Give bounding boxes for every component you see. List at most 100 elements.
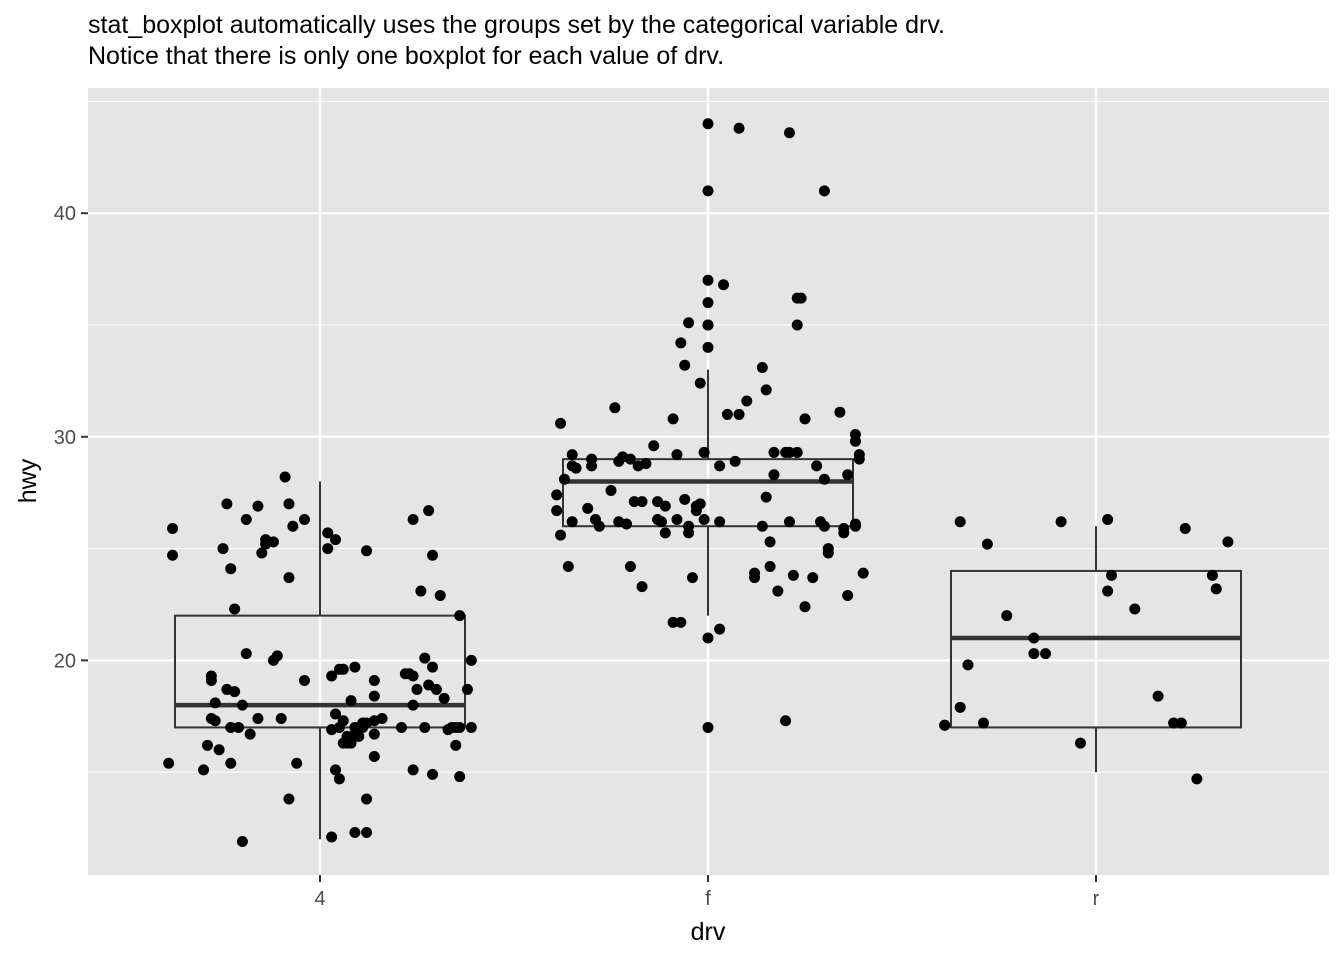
data-point <box>981 538 993 550</box>
y-tick-label: 30 <box>54 427 76 449</box>
data-point <box>566 516 578 528</box>
data-point <box>768 469 780 481</box>
data-point <box>811 460 823 472</box>
data-point <box>659 500 671 512</box>
data-point <box>756 361 768 373</box>
data-point <box>407 514 419 526</box>
data-point <box>337 663 349 675</box>
data-point <box>671 514 683 526</box>
data-point <box>233 721 245 733</box>
data-point <box>236 699 248 711</box>
data-point <box>609 402 621 414</box>
data-point <box>229 686 241 698</box>
data-point <box>640 458 652 470</box>
data-point <box>702 185 714 197</box>
y-tick-label: 20 <box>54 650 76 672</box>
box <box>174 614 466 729</box>
data-point <box>419 652 431 664</box>
data-point <box>733 408 745 420</box>
data-point <box>427 549 439 561</box>
data-point <box>330 534 342 546</box>
data-point <box>787 569 799 581</box>
data-point <box>857 567 869 579</box>
data-point <box>783 516 795 528</box>
data-point <box>349 661 361 673</box>
data-point <box>252 712 264 724</box>
data-point <box>675 337 687 349</box>
data-point <box>368 728 380 740</box>
data-point <box>167 549 179 561</box>
data-point <box>407 699 419 711</box>
data-point <box>558 473 570 485</box>
data-point <box>283 498 295 510</box>
data-point <box>562 560 574 572</box>
data-point <box>1028 632 1040 644</box>
data-point <box>1191 773 1203 785</box>
data-point <box>221 498 233 510</box>
data-point <box>1152 690 1164 702</box>
x-tick-label: r <box>1093 888 1100 910</box>
data-point <box>256 547 268 559</box>
boxplot-r <box>950 526 1242 773</box>
data-point <box>368 751 380 763</box>
data-point <box>209 697 221 709</box>
data-point <box>407 764 419 776</box>
x-axis: 4 f r <box>314 875 1100 910</box>
data-point <box>326 670 338 682</box>
data-point <box>427 768 439 780</box>
data-point <box>330 708 342 720</box>
data-point <box>698 446 710 458</box>
data-point <box>679 493 691 505</box>
data-point <box>275 712 287 724</box>
box <box>950 569 1242 729</box>
data-point <box>655 516 667 528</box>
data-point <box>555 417 567 429</box>
data-point <box>853 453 865 465</box>
boxplot-f <box>562 369 854 616</box>
data-point <box>198 764 210 776</box>
data-point <box>605 484 617 496</box>
data-point <box>624 560 636 572</box>
data-point <box>977 717 989 729</box>
data-point <box>287 520 299 532</box>
data-point <box>465 654 477 666</box>
data-point <box>1074 737 1086 749</box>
data-point <box>454 721 466 733</box>
data-point <box>368 690 380 702</box>
data-point <box>702 118 714 130</box>
data-point <box>667 616 679 628</box>
data-point <box>954 701 966 713</box>
data-point <box>818 520 830 532</box>
data-point <box>702 341 714 353</box>
data-point <box>799 601 811 613</box>
data-point <box>345 695 357 707</box>
data-point <box>834 406 846 418</box>
data-point <box>454 771 466 783</box>
data-point <box>768 446 780 458</box>
data-point <box>291 757 303 769</box>
chart-subtitle: Notice that there is only one boxplot fo… <box>88 42 725 70</box>
data-point <box>799 413 811 425</box>
data-point <box>326 831 338 843</box>
chart-title: stat_boxplot automatically uses the grou… <box>88 11 945 39</box>
data-point <box>772 585 784 597</box>
data-point <box>838 522 850 534</box>
data-point <box>298 514 310 526</box>
data-point <box>225 563 237 575</box>
data-point <box>683 520 695 532</box>
data-point <box>427 661 439 673</box>
data-point <box>939 719 951 731</box>
data-point <box>702 274 714 286</box>
x-tick-label: f <box>705 888 711 910</box>
data-point <box>376 712 388 724</box>
data-point <box>229 603 241 615</box>
data-point <box>702 721 714 733</box>
data-point <box>675 616 687 628</box>
data-point <box>621 518 633 530</box>
data-point <box>322 543 334 555</box>
data-point <box>345 737 357 749</box>
data-point <box>407 670 419 682</box>
data-point <box>1055 516 1067 528</box>
data-point <box>419 721 431 733</box>
